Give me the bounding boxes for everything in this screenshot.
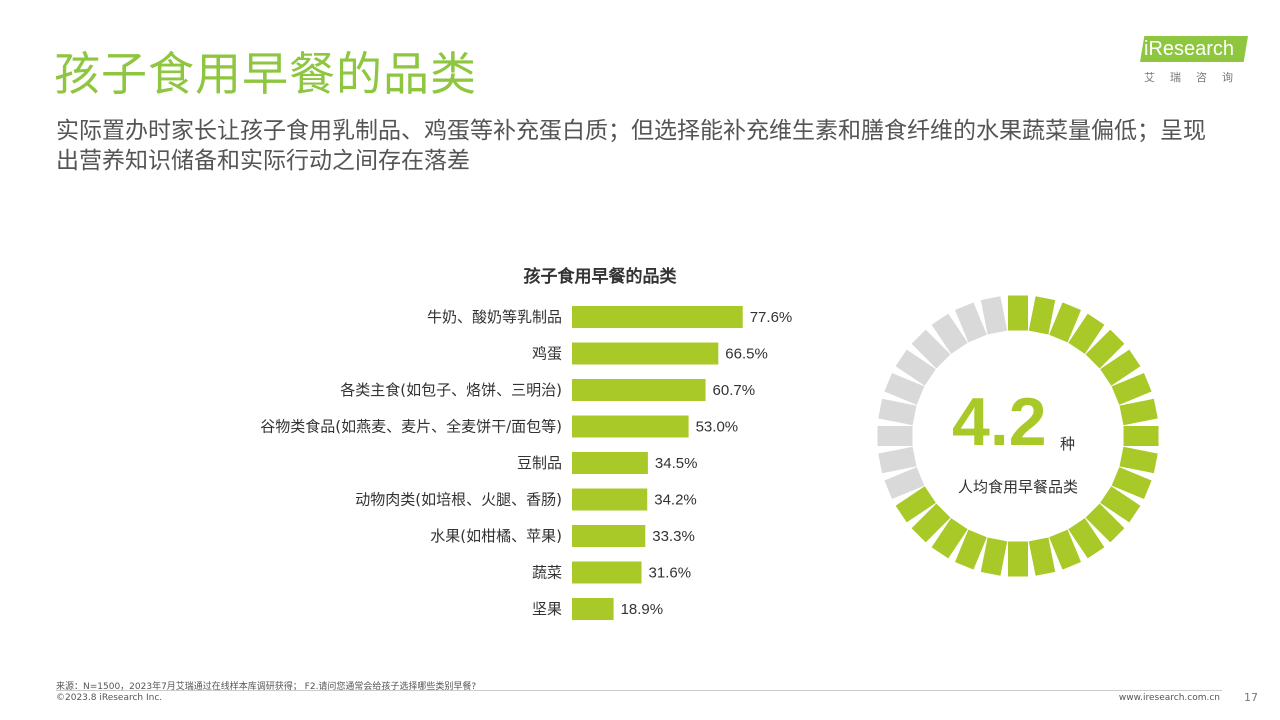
page-subtitle: 实际置办时家长让孩子食用乳制品、鸡蛋等补充蛋白质；但选择能补充维生素和膳食纤维的… <box>56 118 1206 174</box>
gauge-segment <box>1049 302 1082 343</box>
gauge-segment <box>980 537 1008 576</box>
gauge-segment <box>911 329 951 369</box>
bar <box>572 561 642 584</box>
bar <box>572 525 646 547</box>
bar-category-label: 坚果 <box>532 600 562 618</box>
bar-value-label: 60.7% <box>713 382 756 399</box>
logo-subtext: 艾瑞咨询 <box>1144 71 1248 84</box>
bar <box>572 598 614 620</box>
bar-category-label: 水果(如柑橘、苹果) <box>430 527 562 545</box>
bar-category-label: 动物肉类(如培根、火腿、香肠) <box>355 491 562 509</box>
gauge-segment <box>1111 467 1152 500</box>
gauge-ring <box>877 295 1159 577</box>
bar-category-label: 各类主食(如包子、烙饼、三明治) <box>340 381 562 399</box>
gauge-segment <box>980 296 1008 335</box>
gauge-segment <box>895 349 936 386</box>
logo-badge <box>1140 36 1248 62</box>
bar-category-label: 鸡蛋 <box>532 345 562 363</box>
footer-divider <box>56 690 1222 691</box>
chart-title: 孩子食用早餐的品类 <box>524 266 678 287</box>
gauge-segment <box>1028 296 1056 335</box>
gauge-segment <box>877 426 913 446</box>
gauge-segment <box>1008 295 1028 331</box>
bar <box>572 379 706 401</box>
page-title: 孩子食用早餐的品类 <box>54 47 477 101</box>
bar-value-label: 34.2% <box>654 492 697 509</box>
iresearch-logo: iResearch 艾瑞咨询 <box>1140 36 1250 86</box>
gauge-segment <box>1100 486 1141 523</box>
gauge-segment <box>954 529 987 570</box>
gauge-segment <box>1049 529 1082 570</box>
website-link[interactable]: www.iresearch.com.cn <box>1118 693 1220 703</box>
bar-category-label: 豆制品 <box>517 454 562 472</box>
gauge-segment <box>1028 537 1056 576</box>
bar-category-label: 牛奶、酸奶等乳制品 <box>427 308 562 326</box>
bar-value-label: 18.9% <box>621 601 664 618</box>
gauge-segment <box>954 302 987 343</box>
gauge-segment <box>884 467 925 500</box>
gauge-segment <box>1123 426 1159 446</box>
bar-value-label: 66.5% <box>725 346 768 363</box>
gauge-segment <box>878 446 917 474</box>
gauge-segment <box>1085 329 1125 369</box>
gauge-segment <box>878 398 917 426</box>
gauge-segment <box>931 313 968 354</box>
gauge-segment <box>1119 398 1158 426</box>
page-number: 17 <box>1244 691 1258 704</box>
bar <box>572 452 648 474</box>
source-note: 来源：N=1500，2023年7月艾瑞通过在线样本库调研获得； F2.请问您通常… <box>56 682 477 692</box>
gauge-unit: 种 <box>1060 435 1076 453</box>
bar <box>572 306 743 328</box>
gauge-segment <box>1068 313 1105 354</box>
gauge-segment <box>1119 446 1158 474</box>
bar-category-label: 蔬菜 <box>532 564 562 582</box>
gauge-segment <box>1100 349 1141 386</box>
bar-category-label: 谷物类食品(如燕麦、麦片、全麦饼干/面包等) <box>260 418 562 436</box>
gauge-segment <box>1008 541 1028 577</box>
gauge-segment <box>1068 518 1105 559</box>
bar <box>572 342 719 365</box>
bar <box>572 415 689 438</box>
gauge-value: 4.2 <box>952 384 1047 460</box>
bar-value-label: 31.6% <box>649 565 692 582</box>
bar-value-label: 53.0% <box>696 419 739 436</box>
gauge-segment <box>911 503 951 543</box>
gauge-segment <box>931 518 968 559</box>
gauge-segment <box>895 486 936 523</box>
gauge-segment <box>884 372 925 405</box>
gauge-label: 人均食用早餐品类 <box>957 478 1078 496</box>
bar <box>572 488 648 511</box>
bar-value-label: 33.3% <box>652 528 695 545</box>
bar-value-label: 77.6% <box>750 309 793 326</box>
gauge-segment <box>1085 503 1125 543</box>
bar-chart: 牛奶、酸奶等乳制品 77.6% 鸡蛋 66.5% 各类主食(如包子、烙饼、三明治) 60.… <box>260 306 792 620</box>
gauge-segment <box>1111 372 1152 405</box>
bar-value-label: 34.5% <box>655 455 698 472</box>
logo-text: iResearch <box>1144 38 1235 60</box>
copyright: ©2023.8 iResearch Inc. <box>56 693 163 703</box>
